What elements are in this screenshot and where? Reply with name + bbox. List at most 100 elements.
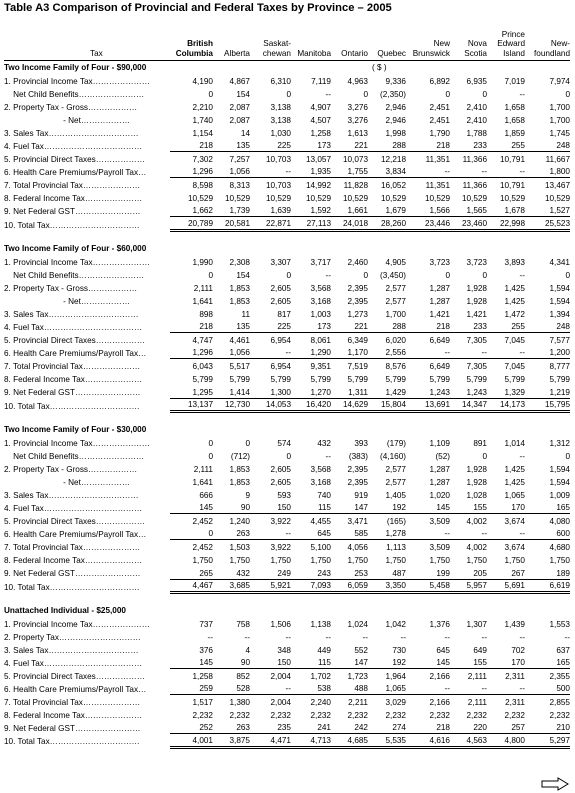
cell-value: 1,394 <box>525 308 571 321</box>
next-page-arrow-icon[interactable] <box>541 777 569 791</box>
row-label: 7. Total Provincial Tax………………… <box>4 361 141 371</box>
cell-value: 4,907 <box>291 101 332 114</box>
cell-text: 5,921 <box>250 581 291 595</box>
table-row: 8. Federal Income Tax………………… 1,750 1,750 1,… <box>4 554 570 567</box>
cell-text: 11 <box>241 309 251 319</box>
cell-text: 0 <box>208 89 213 99</box>
table-row: 9. Net Federal GST…………………… 1,295 1,414 1,30… <box>4 386 570 399</box>
cell-text: 10,529 <box>544 193 570 203</box>
cell-text: 241 <box>291 723 331 735</box>
cell-text: 243 <box>291 569 331 580</box>
column-header-province: Nova Scotia <box>450 28 487 61</box>
cell-text: 1,517 <box>192 697 214 707</box>
cell-value: 145 <box>170 657 213 670</box>
cell-text: 2,232 <box>310 710 332 720</box>
cell-text: 0 <box>482 451 487 461</box>
cell-text: -- <box>444 632 450 642</box>
cell-value: 449 <box>291 644 331 657</box>
row-label: 4. Fuel Tax……………………………… <box>4 658 143 668</box>
cell-value: 4,867 <box>213 75 251 88</box>
column-header-line: Alberta <box>224 48 250 58</box>
column-header-province: New-foundland <box>525 28 570 61</box>
cell-text: -- <box>564 632 570 642</box>
cell-text: 218 <box>406 322 450 334</box>
cell-text: 3,674 <box>504 542 526 552</box>
cell-value: 1,750 <box>368 554 407 567</box>
cell-value: 23,446 <box>406 218 450 233</box>
cell-text: 6,649 <box>429 361 451 371</box>
cell-value: 10,073 <box>331 153 368 166</box>
cell-text: 10,791 <box>499 180 525 190</box>
cell-value: 248 <box>525 321 570 334</box>
cell-value: 165 <box>525 502 570 515</box>
cell-value: 6,649 <box>406 334 451 347</box>
cell-text: 1,300 <box>250 388 291 399</box>
row-label: 5. Provincial Direct Taxes……………… <box>4 154 145 164</box>
cell-value: 11,351 <box>406 179 450 192</box>
cell-text: 2,395 <box>347 464 369 474</box>
cell-value: 1,243 <box>450 386 487 399</box>
cell-text: 4,461 <box>229 335 251 345</box>
table-row: 7. Total Provincial Tax………………… 6,043 5,517… <box>4 360 570 373</box>
cell-value: 2,605 <box>250 463 292 476</box>
cell-value: 538 <box>291 683 331 696</box>
cell-text: 1,853 <box>229 464 251 474</box>
cell-text: 189 <box>525 569 570 580</box>
cell-value: 552 <box>331 644 368 657</box>
cell-value: 4,001 <box>170 735 213 749</box>
cell-value: 2,111 <box>450 696 487 709</box>
cell-value: 2,004 <box>250 696 292 709</box>
cell-value: 585 <box>331 528 368 541</box>
cell-text: 0 <box>482 270 487 280</box>
cell-text: -- <box>519 270 525 280</box>
cell-value: 1,750 <box>213 554 251 567</box>
cell-text: 7,045 <box>504 361 526 371</box>
cell-value: 12,218 <box>368 153 406 166</box>
cell-text: 4,002 <box>466 542 488 552</box>
cell-value: 649 <box>450 644 487 657</box>
cell-text: 2,087 <box>229 115 251 125</box>
cell-value: 3,168 <box>291 476 332 489</box>
cell-text: 3,509 <box>429 542 451 552</box>
cell-value: 3,350 <box>368 580 406 595</box>
cell-text: 1,788 <box>466 128 488 138</box>
column-header-line: Quebec <box>377 48 406 58</box>
cell-text: 221 <box>331 141 368 153</box>
cell-text: 1,859 <box>504 128 526 138</box>
cell-text: 4,467 <box>170 581 213 595</box>
cell-text: 4,747 <box>192 335 214 345</box>
row-label: 3. Sales Tax…………………………… <box>4 128 139 138</box>
cell-text: 817 <box>277 309 291 319</box>
cell-text: 2,004 <box>270 671 292 681</box>
cell-text: 0 <box>286 89 291 99</box>
row-label: Net Child Benefits…………………… <box>4 270 145 280</box>
cell-value: 173 <box>291 321 331 334</box>
row-label: 10. Total Tax…………………………… <box>4 737 140 747</box>
cell-value: 2,577 <box>368 463 407 476</box>
cell-value: 218 <box>170 321 213 334</box>
cell-text: 645 <box>291 529 331 541</box>
cell-text: -- <box>400 632 406 642</box>
cell-text: 150 <box>250 658 291 670</box>
cell-text: 1,030 <box>270 128 292 138</box>
cell-value: 1,003 <box>291 308 332 321</box>
cell-text: 1,170 <box>331 348 368 360</box>
cell-value: 1,788 <box>450 127 488 140</box>
cell-value: -- <box>525 631 570 644</box>
cell-value: 9 <box>213 489 250 502</box>
cell-value: 5,799 <box>170 373 214 386</box>
cell-value: 2,232 <box>406 709 451 722</box>
cell-text: 1,755 <box>331 167 368 179</box>
cell-text: 2,232 <box>504 710 526 720</box>
cell-text: 2,556 <box>368 348 406 360</box>
row-label: 7. Total Provincial Tax………………… <box>4 542 141 552</box>
cell-text: 1,429 <box>368 388 406 399</box>
cell-value: 1,750 <box>250 554 292 567</box>
cell-text: 0 <box>565 89 570 99</box>
cell-value: 2,395 <box>331 282 369 295</box>
cell-value: 730 <box>368 644 406 657</box>
cell-value: 1,702 <box>291 670 332 683</box>
row-label: 8. Federal Income Tax………………… <box>4 710 143 720</box>
cell-text: 4,800 <box>487 736 525 749</box>
cell-value: 255 <box>487 140 525 153</box>
